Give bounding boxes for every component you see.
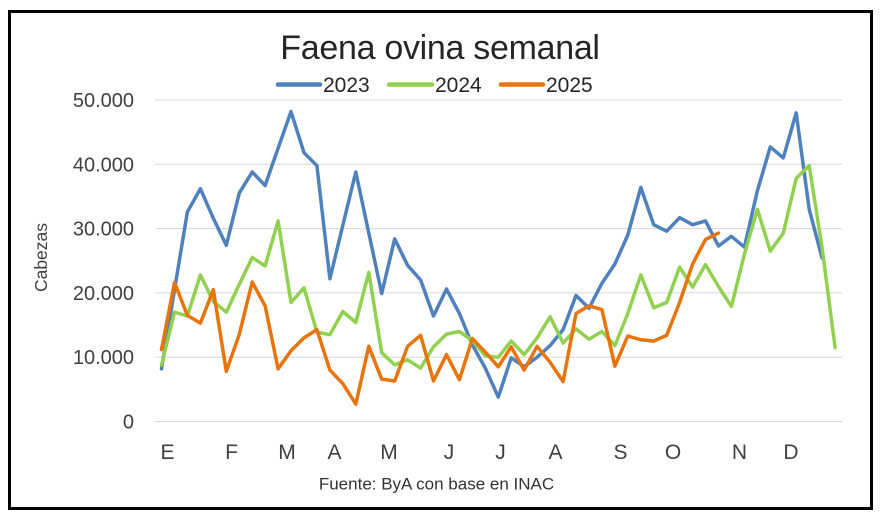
svg-text:F: F [225, 441, 238, 464]
svg-text:20.000: 20.000 [73, 283, 134, 305]
svg-text:2025: 2025 [546, 74, 593, 97]
svg-text:50.000: 50.000 [73, 90, 134, 112]
svg-text:Cabezas: Cabezas [31, 223, 51, 292]
svg-text:A: A [327, 441, 341, 464]
svg-text:0: 0 [123, 412, 134, 434]
svg-text:Fuente: ByA con base en INAC: Fuente: ByA con base en INAC [319, 475, 554, 494]
svg-text:E: E [160, 441, 174, 464]
svg-text:J: J [444, 441, 455, 464]
svg-text:30.000: 30.000 [73, 219, 134, 241]
svg-text:M: M [380, 441, 398, 464]
svg-text:M: M [278, 441, 296, 464]
svg-text:Faena ovina semanal: Faena ovina semanal [280, 29, 599, 67]
svg-text:A: A [548, 441, 562, 464]
svg-text:2024: 2024 [435, 74, 482, 97]
svg-text:N: N [732, 441, 747, 464]
svg-text:D: D [783, 441, 798, 464]
svg-text:2023: 2023 [323, 74, 370, 97]
svg-text:10.000: 10.000 [73, 347, 134, 369]
svg-text:J: J [495, 441, 506, 464]
svg-text:O: O [665, 441, 681, 464]
svg-text:S: S [613, 441, 627, 464]
svg-text:40.000: 40.000 [73, 154, 134, 176]
